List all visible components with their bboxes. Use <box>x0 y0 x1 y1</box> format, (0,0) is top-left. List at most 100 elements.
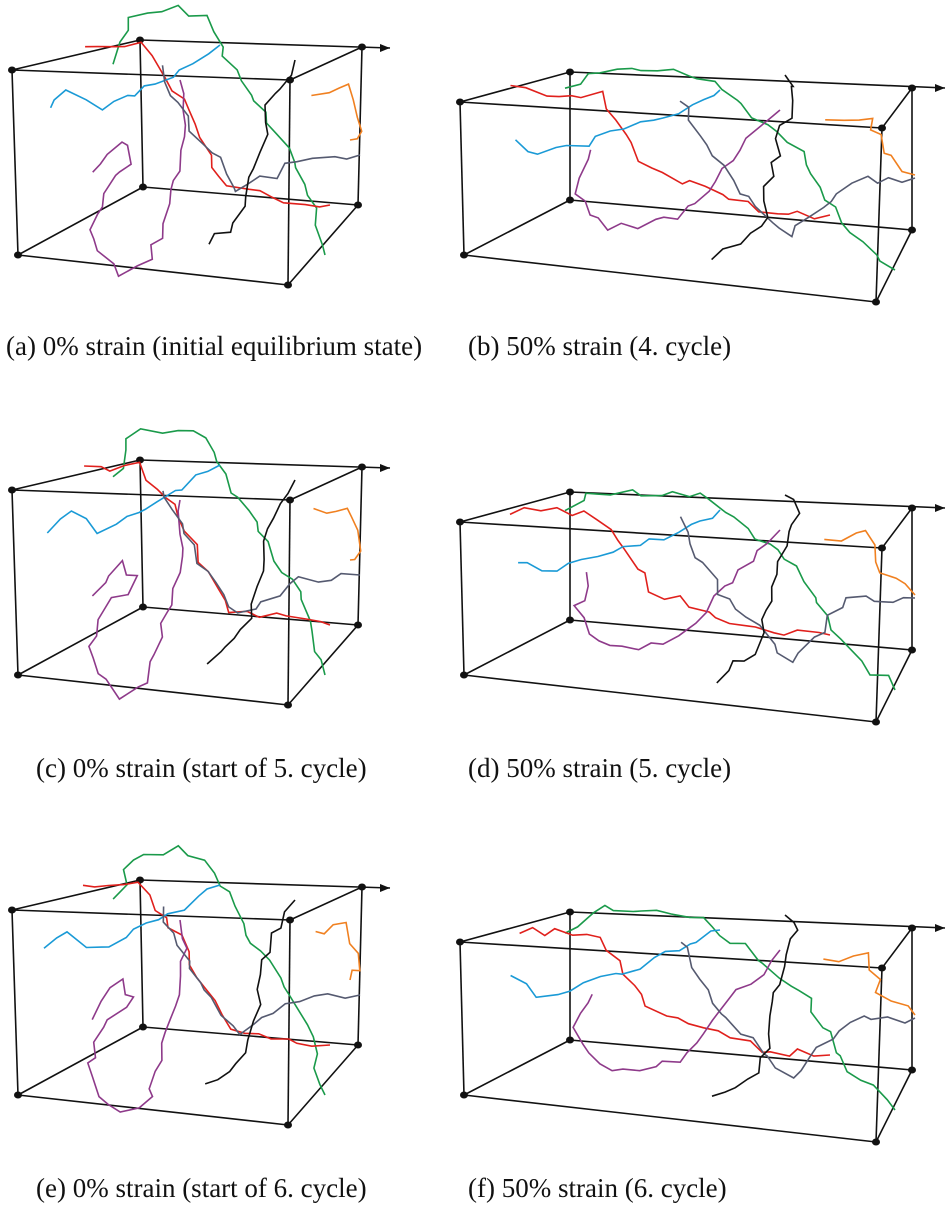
polymer-chain <box>716 494 801 684</box>
polymer-chain <box>89 79 187 278</box>
box-edge <box>11 69 291 81</box>
box-edge <box>459 521 465 676</box>
vertex-dot <box>354 1041 362 1049</box>
box-edge <box>11 909 291 921</box>
polymer-chain <box>49 44 221 111</box>
vertex-dot <box>566 1036 574 1044</box>
box-edge <box>459 941 465 1096</box>
polymer-chain <box>112 844 326 1096</box>
vertex-dot <box>878 964 886 972</box>
box-edge <box>287 79 291 286</box>
vertex-dot <box>878 124 886 132</box>
polymer-chain <box>711 74 795 261</box>
box-edge <box>875 547 883 723</box>
box-edge <box>459 101 465 256</box>
box-edge <box>459 71 571 103</box>
polymer-chain <box>315 921 361 981</box>
box-edge <box>289 46 363 81</box>
polymer-chain <box>313 507 362 561</box>
vertex-dot <box>354 621 362 629</box>
polymer-chain <box>679 516 916 664</box>
caption: (d) 50% strain (5. cycle) <box>468 753 731 783</box>
box-edge <box>11 909 19 1096</box>
polymer-chain <box>564 67 896 271</box>
vertex-dot <box>908 504 916 512</box>
vertex-dot <box>460 251 468 259</box>
box-edge <box>881 87 913 129</box>
polymer-chain <box>824 529 916 596</box>
vertex-dot <box>139 1023 147 1031</box>
vertex-dot <box>566 616 574 624</box>
vertex-dot <box>908 924 916 932</box>
caption: (f) 50% strain (6. cycle) <box>468 1173 727 1203</box>
polymer-chain <box>564 489 896 691</box>
vertex-dot <box>136 36 144 44</box>
vertex-dot <box>908 646 916 654</box>
vertex-dot <box>872 298 880 306</box>
box-edge <box>11 489 19 676</box>
polymer-chain <box>311 83 363 141</box>
polymer-chain <box>87 499 184 701</box>
axis-arrow <box>139 459 391 469</box>
box-edge <box>17 674 289 706</box>
vertex-dot <box>460 1091 468 1099</box>
box-edge <box>459 491 571 523</box>
box-edge <box>289 466 363 501</box>
box-edge <box>569 199 913 231</box>
axis-arrow <box>569 911 946 929</box>
box-edge <box>875 127 883 303</box>
polymer-chain <box>161 65 361 193</box>
box-edge <box>463 1039 571 1096</box>
box-edge <box>459 101 883 129</box>
polymer-chain <box>208 59 296 245</box>
box-edge <box>463 619 571 676</box>
box-edge <box>569 1039 913 1071</box>
vertex-dot <box>872 1138 880 1146</box>
polymer-chain <box>84 461 331 626</box>
axis-arrow <box>569 71 946 89</box>
vertex-dot <box>908 84 916 92</box>
polymer-chain <box>509 506 831 636</box>
vertex-dot <box>14 671 22 679</box>
vertex-dot <box>284 701 292 709</box>
box-edge <box>463 1094 877 1143</box>
vertex-dot <box>139 603 147 611</box>
box-edge <box>11 489 291 501</box>
polymer-chain <box>85 41 331 208</box>
vertex-dot <box>286 496 294 504</box>
box-edge <box>569 619 913 651</box>
box-edge <box>11 69 19 256</box>
box-edge <box>17 606 144 676</box>
vertex-dot <box>456 938 464 946</box>
vertex-dot <box>456 98 464 106</box>
box-edge <box>463 199 571 256</box>
polymer-chain <box>162 490 361 614</box>
box-edge <box>17 186 144 256</box>
box-edge <box>875 1069 913 1143</box>
vertex-dot <box>8 486 16 494</box>
vertex-dot <box>566 488 574 496</box>
polymer-chain <box>82 881 331 1048</box>
polymer-chain <box>43 884 221 949</box>
vertex-dot <box>358 463 366 471</box>
box-edge <box>881 927 913 969</box>
box-edge <box>287 499 291 706</box>
polymer-chain <box>162 906 361 1036</box>
box-edge <box>287 919 291 1126</box>
box-edge <box>875 229 913 303</box>
vertex-dot <box>284 1121 292 1129</box>
vertex-dot <box>878 544 886 552</box>
vertex-dot <box>566 68 574 76</box>
vertex-dot <box>136 456 144 464</box>
vertex-dot <box>566 196 574 204</box>
vertex-dot <box>456 518 464 526</box>
polymer-chain <box>679 100 916 238</box>
box-edge <box>17 1026 144 1096</box>
arrow-head <box>935 924 945 932</box>
polymer-chain <box>112 4 326 256</box>
box-edge <box>17 1094 289 1126</box>
box-edge <box>463 254 877 303</box>
box-edge <box>881 507 913 549</box>
arrow-head <box>380 884 390 892</box>
